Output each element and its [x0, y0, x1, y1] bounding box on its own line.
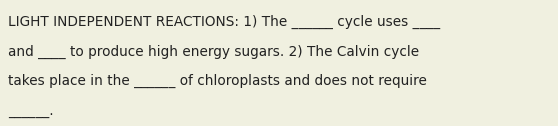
Text: and ____ to produce high energy sugars. 2) The Calvin cycle: and ____ to produce high energy sugars. …: [8, 45, 420, 59]
Text: takes place in the ______ of chloroplasts and does not require: takes place in the ______ of chloroplast…: [8, 74, 427, 88]
Text: ______.: ______.: [8, 104, 54, 118]
Text: LIGHT INDEPENDENT REACTIONS: 1) The ______ cycle uses ____: LIGHT INDEPENDENT REACTIONS: 1) The ____…: [8, 15, 440, 29]
